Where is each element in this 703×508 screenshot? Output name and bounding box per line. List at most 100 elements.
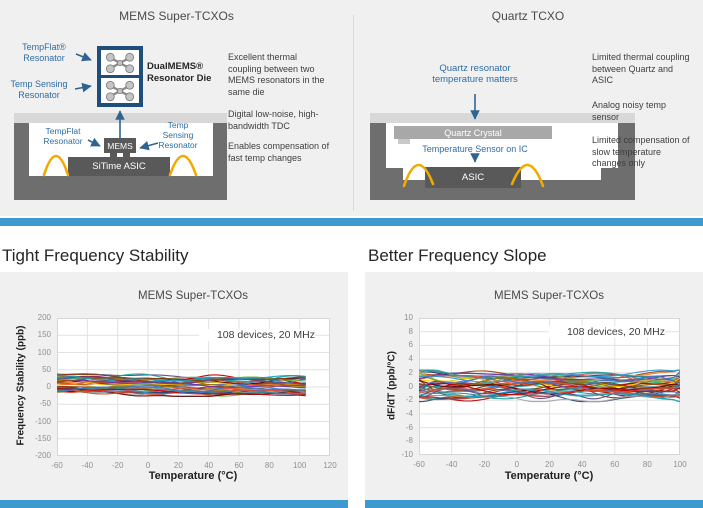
chart2-x-axis-label: Temperature (°C) — [504, 470, 594, 482]
y-tick-label: 10 — [404, 313, 413, 322]
chart1-title: MEMS Super-TCXOs — [138, 290, 248, 302]
y-tick-label: 2 — [408, 367, 413, 377]
chart2-title: MEMS Super-TCXOs — [494, 290, 604, 302]
dualmems-die-label: DualMEMS® Resonator Die — [147, 61, 212, 85]
sitime-asic-label: SiTime ASIC — [92, 161, 146, 172]
quartz-package-step — [601, 168, 618, 180]
panel-divider — [353, 15, 354, 211]
device-curve — [57, 385, 306, 393]
quartz-crystal-chip: Quartz Crystal — [394, 126, 552, 139]
y-tick-label: 8 — [408, 326, 413, 336]
chart1-plot — [57, 318, 330, 456]
quartz-callout-label: Quartz resonator temperature matters — [432, 63, 518, 86]
x-tick-label: 20 — [545, 460, 554, 469]
tempflat-resonator-cell — [101, 50, 139, 75]
x-tick-label: 60 — [234, 461, 244, 470]
y-tick-label: 200 — [37, 313, 51, 322]
y-tick-label: -150 — [34, 433, 51, 443]
y-tick-label: 100 — [37, 347, 51, 357]
quartz-package-lid — [370, 113, 635, 123]
device-curve — [419, 375, 680, 390]
device-curve — [57, 385, 306, 395]
arrow-pkg-tempsensing — [139, 141, 159, 151]
device-curve — [57, 373, 306, 382]
y-tick-label: -100 — [34, 416, 51, 426]
chart2-annotation: 108 devices, 20 MHz — [549, 326, 665, 338]
left-chart-heading: Tight Frequency Stability — [2, 246, 189, 265]
quartz-asic-label: ASIC — [461, 172, 485, 183]
x-tick-label: 20 — [173, 461, 183, 470]
quartz-package-step — [386, 168, 403, 180]
device-curve — [57, 374, 306, 382]
y-tick-label: -2 — [405, 395, 413, 405]
x-tick-label: 40 — [577, 460, 587, 469]
quartz-bullet-thermal-coupling: Limited thermal coupling between Quartz … — [592, 52, 690, 86]
x-tick-label: 120 — [323, 461, 337, 470]
mems-resonator-icon — [105, 52, 135, 73]
device-curve — [419, 389, 680, 401]
x-tick-label: 80 — [264, 461, 274, 470]
left-chart-accent-bar — [0, 500, 348, 508]
wire-bond — [42, 154, 70, 177]
y-tick-label: -10 — [401, 450, 413, 459]
tempflat-resonator-label: TempFlat® Resonator — [22, 42, 66, 63]
mems-bullet-thermal-coupling: Excellent thermal coupling between two M… — [228, 52, 325, 98]
temperature-sensor-label: Temperature Sensor on IC — [422, 144, 528, 154]
chart1-annotation: 108 devices, 20 MHz — [199, 329, 315, 341]
mems-bullet-tdc: Digital low-noise, high-bandwidth TDC — [228, 109, 319, 131]
temp-sensing-resonator-label: Temp Sensing Resonator — [10, 79, 68, 100]
quartz-bullet-analog-sensor: Analog noisy temp sensor — [592, 100, 667, 122]
temp-sensing-resonator-cell — [101, 78, 139, 103]
chart1-x-axis-label: Temperature (°C) — [148, 470, 238, 482]
x-tick-label: -40 — [445, 460, 458, 469]
device-curve — [419, 369, 680, 383]
chart2-plot — [419, 318, 680, 455]
y-tick-label: 0 — [46, 382, 51, 391]
mems-chip-label: MEMS — [107, 140, 133, 151]
annotation-arrows-layer — [42, 52, 545, 188]
wire-bond — [168, 154, 198, 177]
device-curve — [419, 380, 680, 394]
y-tick-label: 4 — [408, 354, 413, 364]
device-curve — [419, 371, 680, 389]
right-chart-heading: Better Frequency Slope — [368, 246, 547, 265]
crystal-support-tab — [398, 139, 410, 144]
mems-bullet-compensation: Enables compensation of fast temp change… — [228, 141, 330, 163]
wire-bond — [402, 163, 435, 188]
pkg-tempflat-label: TempFlat Resonator — [43, 126, 83, 147]
y-tick-label: -4 — [405, 408, 413, 418]
x-tick-label: -20 — [478, 460, 491, 469]
x-tick-label: 0 — [145, 461, 151, 470]
x-tick-label: 40 — [204, 461, 214, 470]
quartz-crystal-label: Quartz Crystal — [444, 127, 502, 138]
mems-chip: MEMS — [104, 138, 136, 153]
x-tick-label: 80 — [642, 460, 652, 469]
device-curve — [57, 377, 306, 386]
mems-chip-peg — [110, 153, 117, 157]
y-tick-label: -50 — [39, 399, 51, 409]
y-tick-label: -6 — [405, 422, 413, 432]
mems-resonator-icon — [105, 80, 135, 101]
x-tick-label: -60 — [51, 461, 63, 470]
left-panel-title: MEMS Super-TCXOs — [119, 9, 234, 23]
pkg-temp-sensing-label: Temp Sensing Resonator — [158, 120, 198, 151]
x-tick-label: 60 — [610, 460, 620, 469]
arrow-pkg-tempflat — [87, 137, 101, 147]
y-tick-label: 150 — [37, 330, 51, 340]
dualmems-die-box — [97, 46, 143, 107]
top-section-accent-bar — [0, 218, 703, 226]
device-curve — [57, 387, 306, 395]
right-chart-accent-bar — [365, 500, 703, 508]
right-panel-title: Quartz TCXO — [491, 9, 565, 23]
x-tick-label: 100 — [292, 461, 307, 470]
mems-chip-peg — [123, 153, 130, 157]
device-curve — [419, 388, 680, 402]
arrow-tempsensing-to-die — [74, 82, 92, 93]
y-tick-label: 6 — [408, 340, 413, 350]
y-tick-label: 50 — [42, 364, 51, 374]
device-curve — [57, 376, 306, 385]
x-tick-label: 0 — [514, 460, 520, 469]
quartz-asic-chip: ASIC — [425, 167, 521, 188]
y-tick-label: -8 — [405, 436, 413, 446]
